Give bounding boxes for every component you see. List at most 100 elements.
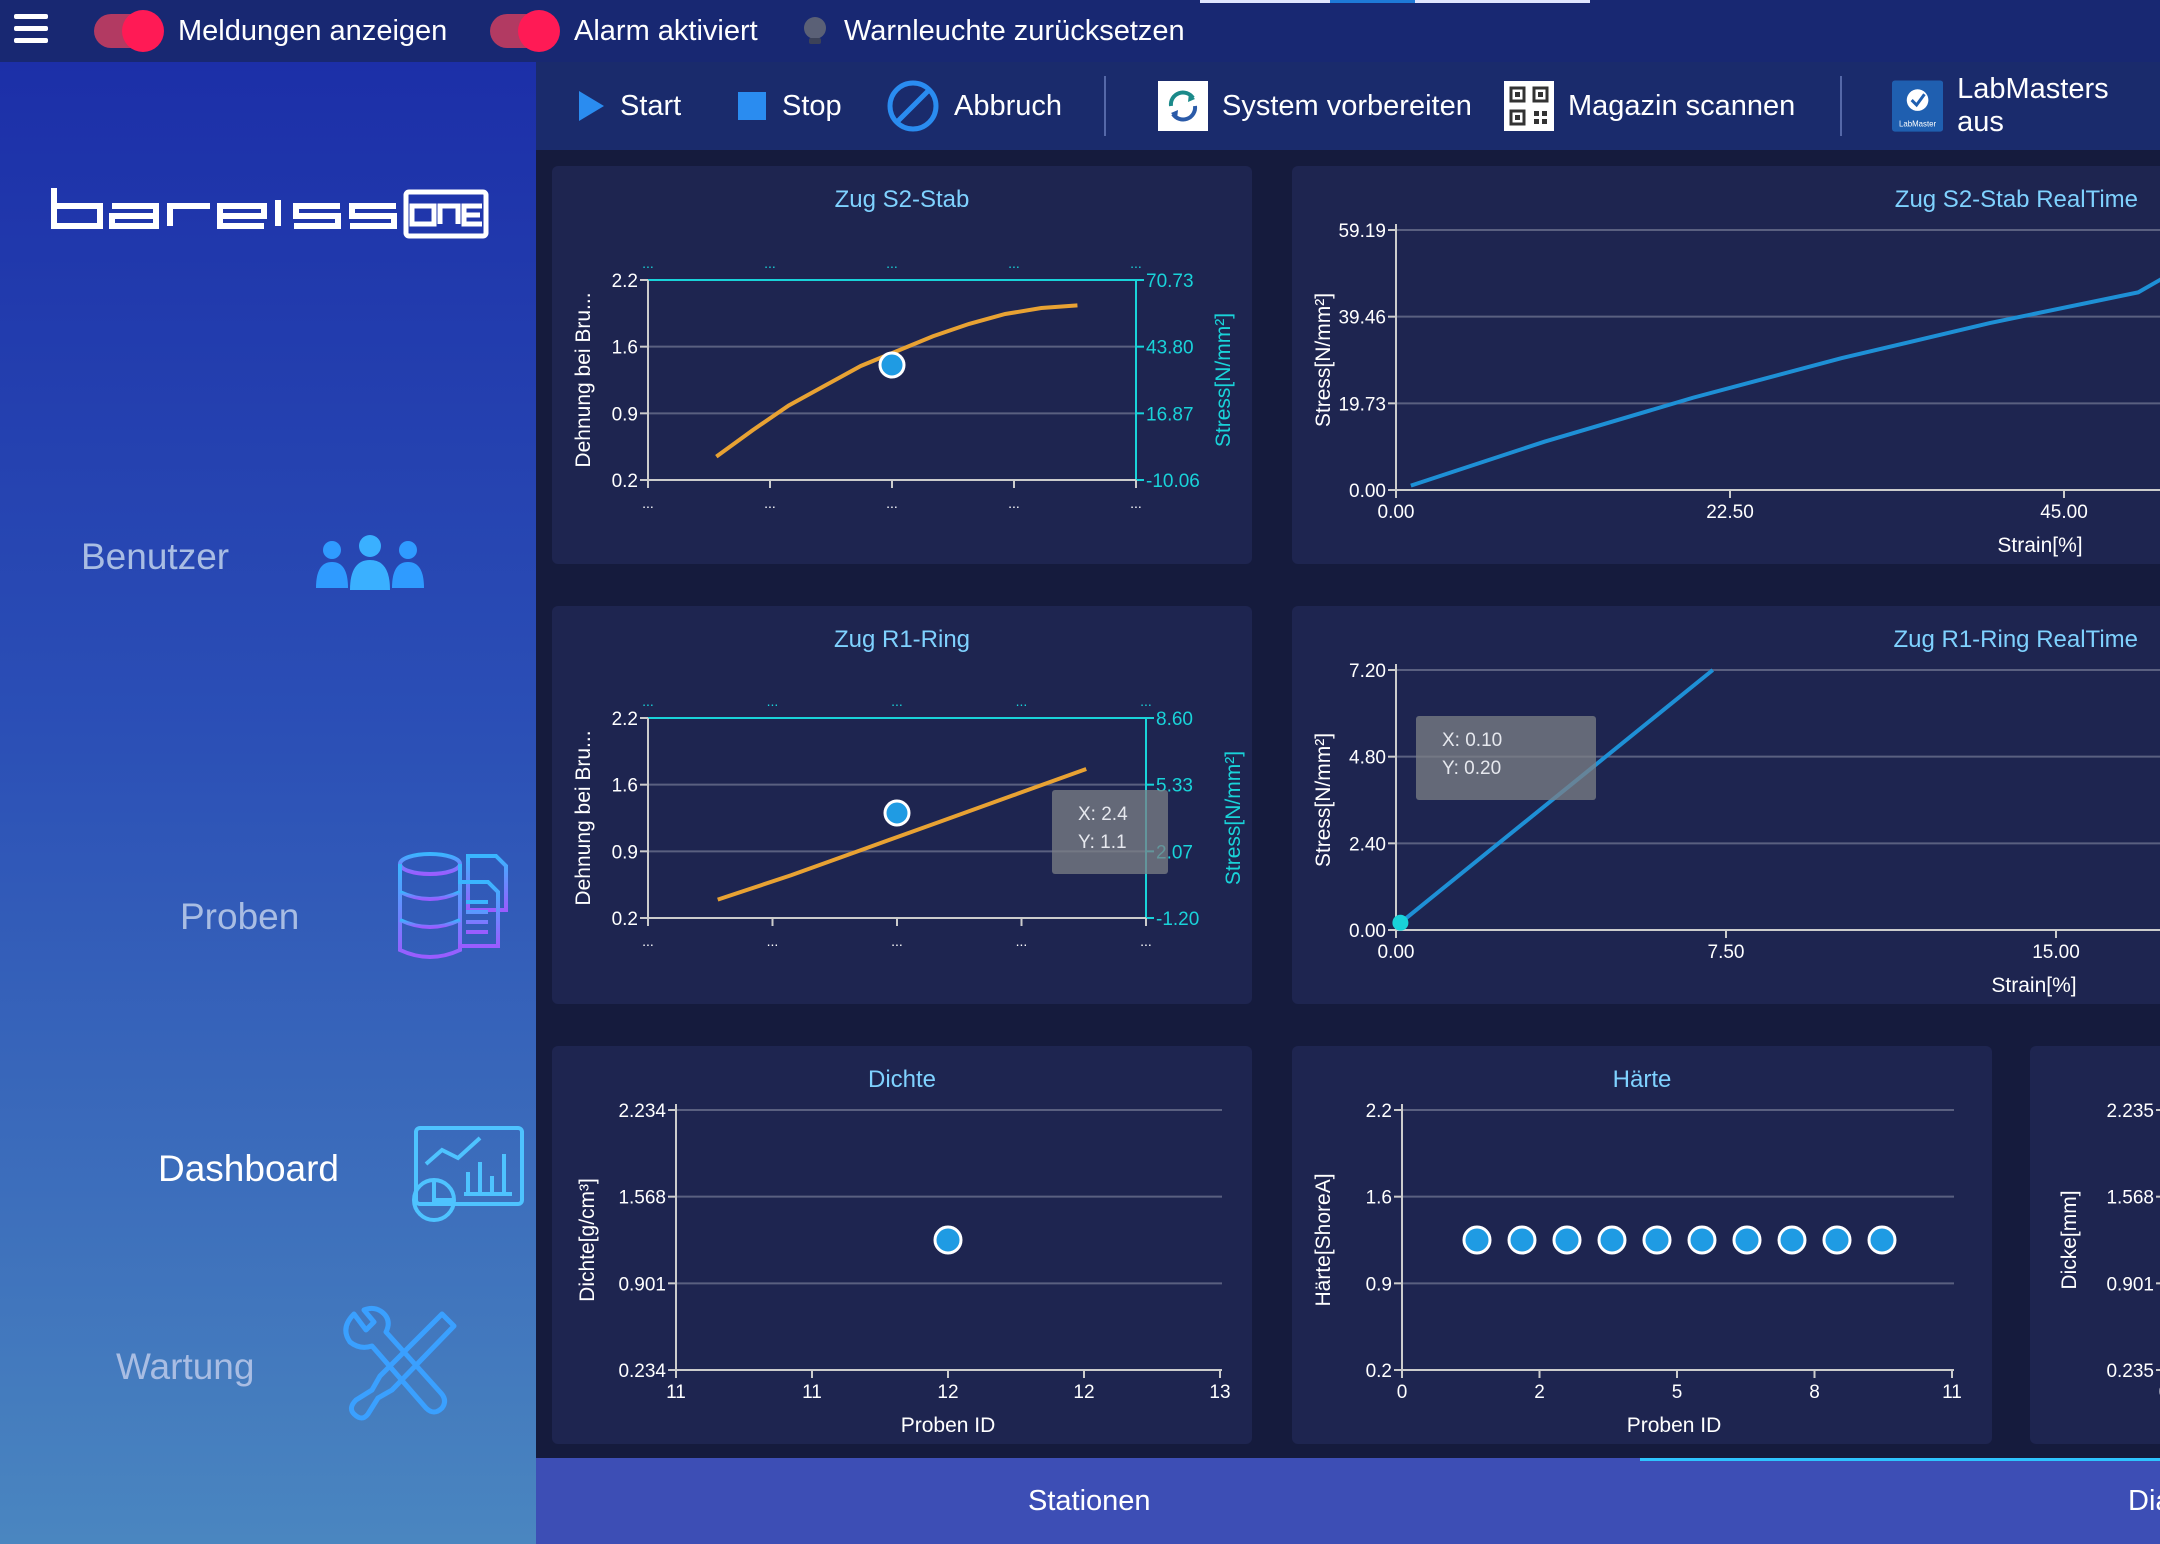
tooltip-y: Y: 0.20	[1442, 758, 1501, 779]
database-documents-icon	[398, 852, 508, 959]
y-tick-label: 2.234	[618, 1101, 666, 1122]
data-point	[1867, 1225, 1897, 1255]
x-tick-label: 12	[1073, 1382, 1094, 1403]
x-tick-label: 5	[1672, 1382, 1683, 1403]
start-label: Start	[620, 89, 682, 122]
sidebar-item-proben[interactable]: Proben	[0, 792, 536, 982]
top-tick-label: ...	[642, 693, 654, 709]
labmaster-icon-text: LabMaster	[1899, 120, 1937, 129]
x-tick-label: 0.00	[1378, 942, 1415, 963]
tooltip-x: X: 2.4	[1078, 804, 1128, 825]
alarm-toggle[interactable]: Alarm aktiviert	[490, 0, 758, 62]
sidebar-item-wartung[interactable]: Wartung	[0, 1242, 536, 1422]
tooltip-box	[1052, 790, 1168, 874]
alarm-toggle-label: Alarm aktiviert	[574, 14, 758, 47]
y-tick-label: 0.901	[618, 1274, 666, 1295]
y-tick-label: 2.2	[1366, 1101, 1392, 1122]
y-tick-label: 0.2	[612, 471, 638, 492]
chart-zug-r1-ring: 2.2 8.601.6 5.330.9 2.070.2 -1.20...........…	[572, 693, 1245, 949]
y-tick-label: 2.40	[1349, 834, 1386, 855]
y-tick-label: 59.19	[1338, 221, 1386, 242]
stop-button[interactable]: Stop	[736, 62, 842, 150]
sidebar-item-dashboard[interactable]: Dashboard	[0, 1052, 536, 1222]
y-tick-label: 2.2	[612, 709, 638, 730]
x-tick-label: ...	[642, 495, 654, 511]
dashboard-chart-icon	[412, 1126, 524, 1222]
x-tick-label: 11	[802, 1382, 822, 1403]
scan-magazine-button[interactable]: Magazin scannen	[1504, 62, 1795, 150]
tooltip-x: X: 0.10	[1442, 730, 1502, 751]
top-tick-label: ...	[1130, 255, 1142, 271]
sidebar-item-label: Dashboard	[158, 1148, 340, 1189]
chart-title: Zug S2-Stab RealTime	[1894, 186, 2138, 213]
toolbar-separator	[1840, 76, 1842, 136]
series-line	[1410, 277, 2160, 488]
sidebar-item-label: Wartung	[116, 1346, 255, 1387]
play-icon	[579, 91, 604, 121]
y-axis-label: Stress[N/mm²]	[1312, 733, 1335, 867]
stop-label: Stop	[782, 89, 842, 122]
y-tick-label: 1.6	[612, 776, 638, 797]
chart-zug-r1-ring-realtime: 7.20 4.80 2.40 0.000.00 7.50 15.00 Strain[%] St…	[1312, 661, 2160, 997]
data-point	[878, 351, 906, 379]
y-tick-label: 0.234	[618, 1361, 666, 1382]
toggle-switch[interactable]	[490, 10, 560, 52]
labmasters-button[interactable]: LabMaster LabMasters aus	[1892, 62, 2160, 150]
sidebar: Benutzer Proben	[0, 62, 536, 1544]
y2-tick-label: -1.20	[1156, 909, 1199, 930]
y-tick-label: 0.00	[1349, 481, 1386, 502]
y-tick-label: 39.46	[1338, 308, 1386, 329]
chart-panel-zug-s2-stab-realtime: Zug S2-Stab RealTime 59.19 39.46 19.73 0.00…	[1292, 166, 2160, 564]
y-axis-label: Dicke[mm]	[2058, 1190, 2081, 1289]
x-tick-label: 12	[937, 1382, 958, 1403]
tab-stationen[interactable]: Stationen	[1028, 1485, 1151, 1517]
y-tick-label: 0.2	[1366, 1361, 1392, 1382]
sidebar-item-benutzer[interactable]: Benutzer	[0, 502, 536, 612]
x-tick-label: ...	[642, 933, 654, 949]
top-bar: Meldungen anzeigen Alarm aktiviert Warnl…	[0, 0, 2160, 62]
prepare-system-button[interactable]: System vorbereiten	[1158, 62, 1472, 150]
x-axis-label: Strain[%]	[1991, 974, 2076, 997]
start-button[interactable]: Start	[576, 62, 681, 150]
chart-zug-s2-stab-realtime: 59.19 39.46 19.73 0.000.00 22.50 45.00 Strain[…	[1312, 221, 2160, 557]
x-tick-label: ...	[767, 933, 779, 949]
abort-button[interactable]: Abbruch	[886, 62, 1062, 150]
y-tick-label: 1.6	[1366, 1188, 1392, 1209]
chart-panel-zug-r1-ring-realtime: Zug R1-Ring RealTime 7.20 4.80 2.40 0.00 0.0…	[1292, 606, 2160, 1004]
hamburger-menu-icon[interactable]	[14, 14, 48, 46]
y-tick-label: 0.9	[612, 842, 638, 863]
tooltip-box	[1416, 716, 1596, 800]
series-line	[715, 303, 1078, 459]
chart-dicke: 2.235 1.568 0.901 0.2350 Dicke[mm]	[2058, 1101, 2160, 1403]
toggle-switch[interactable]	[94, 10, 164, 52]
x-tick-label: ...	[764, 495, 776, 511]
data-point	[1777, 1225, 1807, 1255]
chart-haerte: 2.2 1.6 0.9 0.20 2 5 8 11 Proben ID Härte[ShoreA]	[1312, 1101, 1962, 1437]
dashboard-content: Zug S2-Stab 2.2 70.73 1.6 43.80 0.9 16.87 0.2 -…	[536, 150, 2160, 1458]
x-tick-label: ...	[891, 933, 903, 949]
refresh-icon	[1158, 81, 1208, 131]
abort-label: Abbruch	[954, 89, 1063, 122]
x-tick-label: 2	[1534, 1382, 1545, 1403]
y2-axis-label: Stress[N/mm²]	[1212, 313, 1235, 447]
chart-zug-s2-stab: 2.2 70.73 1.6 43.80 0.9 16.87 0.2 -10.06.......…	[572, 255, 1235, 511]
y-tick-label: 1.568	[618, 1188, 666, 1209]
x-tick-label: 0	[2159, 1382, 2160, 1403]
labmaster-icon: LabMaster	[1892, 80, 1944, 132]
y-tick-label: 0.9	[612, 404, 638, 425]
chart-title: Härte	[1612, 1066, 1672, 1093]
messages-toggle[interactable]: Meldungen anzeigen	[94, 0, 447, 62]
x-tick-label: ...	[886, 495, 898, 511]
x-tick-label: ...	[1008, 495, 1020, 511]
data-point	[1507, 1225, 1537, 1255]
data-point	[1732, 1225, 1762, 1255]
x-tick-label: 8	[1809, 1382, 1820, 1403]
x-tick-label: ...	[1016, 933, 1028, 949]
reset-warning-light-button[interactable]: Warnleuchte zurücksetzen	[800, 0, 1185, 62]
y-axis-label: Dichte[g/cm³]	[576, 1178, 599, 1302]
reset-warning-label: Warnleuchte zurücksetzen	[844, 14, 1185, 47]
tab-next[interactable]: Dia	[2128, 1485, 2160, 1517]
top-tab-strip	[1200, 0, 1590, 3]
data-point	[1642, 1225, 1672, 1255]
top-tick-label: ...	[764, 255, 776, 271]
